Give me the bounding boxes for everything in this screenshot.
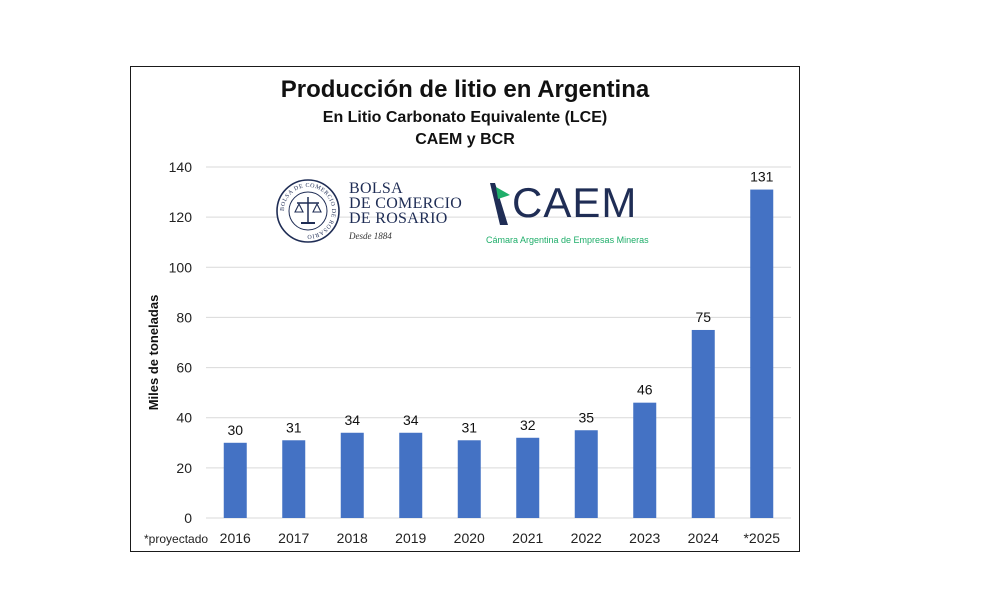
y-tick-label: 120 bbox=[169, 209, 193, 225]
data-label: 131 bbox=[750, 169, 774, 185]
data-label: 75 bbox=[695, 309, 711, 325]
x-tick-label: 2022 bbox=[571, 530, 602, 546]
bar bbox=[691, 329, 715, 518]
chart-source: CAEM y BCR bbox=[415, 131, 515, 148]
bar bbox=[457, 440, 481, 518]
footnote: *proyectado bbox=[144, 532, 208, 546]
data-label: 31 bbox=[461, 419, 477, 435]
bar bbox=[223, 442, 247, 518]
data-label: 31 bbox=[286, 419, 302, 435]
data-label: 35 bbox=[578, 409, 594, 425]
x-tick-label: 2017 bbox=[278, 530, 309, 546]
bcr-seal-icon: BOLSA DE COMERCIO DE ROSARIO bbox=[276, 179, 340, 243]
chart-title: Producción de litio en Argentina bbox=[280, 76, 650, 103]
bcr-name-line3: DE ROSARIO bbox=[349, 210, 448, 227]
y-tick-label: 20 bbox=[176, 460, 192, 476]
y-tick-label: 60 bbox=[176, 360, 192, 376]
bar bbox=[340, 432, 364, 518]
bar bbox=[750, 189, 774, 519]
y-tick-label: 80 bbox=[176, 309, 192, 325]
chart-frame: Producción de litio en Argentina En Liti… bbox=[130, 66, 800, 552]
y-tick-label: 40 bbox=[176, 410, 192, 426]
bcr-name-line1: BOLSA bbox=[349, 180, 403, 197]
data-label: 34 bbox=[344, 412, 360, 428]
caem-tagline: Cámara Argentina de Empresas Mineras bbox=[486, 235, 649, 245]
bar bbox=[574, 430, 598, 518]
caem-mark-icon bbox=[490, 183, 510, 225]
x-tick-label: 2021 bbox=[512, 530, 543, 546]
y-tick-label: 100 bbox=[169, 259, 193, 275]
chart-subtitle: En Litio Carbonato Equivalente (LCE) bbox=[322, 109, 608, 126]
y-axis-label: Miles de toneladas bbox=[146, 295, 161, 411]
bcr-name-line2: DE COMERCIO bbox=[349, 195, 463, 212]
data-label: 34 bbox=[403, 412, 419, 428]
y-tick-label: 140 bbox=[169, 159, 193, 175]
caem-logo: CAEM Cámara Argentina de Empresas Minera… bbox=[486, 179, 686, 249]
bar bbox=[633, 402, 657, 518]
x-tick-label: 2023 bbox=[629, 530, 660, 546]
x-tick-label: 2024 bbox=[688, 530, 719, 546]
x-tick-label: 2019 bbox=[395, 530, 426, 546]
x-tick-label: 2020 bbox=[454, 530, 485, 546]
caem-name: CAEM bbox=[512, 179, 638, 226]
bar bbox=[516, 437, 540, 518]
data-label: 32 bbox=[520, 417, 536, 433]
y-tick-label: 0 bbox=[184, 510, 192, 526]
x-tick-label: 2016 bbox=[220, 530, 251, 546]
x-tick-label: 2018 bbox=[337, 530, 368, 546]
bcr-since: Desde 1884 bbox=[349, 231, 392, 241]
data-label: 46 bbox=[637, 382, 653, 398]
data-label: 30 bbox=[227, 422, 243, 438]
bcr-name: BOLSA DE COMERCIO DE ROSARIO bbox=[349, 180, 463, 227]
bar bbox=[282, 440, 306, 518]
bar bbox=[399, 432, 423, 518]
bcr-logo: BOLSA DE COMERCIO DE ROSARIO BOLSA DE CO… bbox=[276, 179, 476, 249]
bar-chart: 0 20 40 60 80 100 120 140 30 2016 31 2017 34 2018 34 20… bbox=[144, 159, 791, 546]
x-tick-label: *2025 bbox=[743, 530, 780, 546]
